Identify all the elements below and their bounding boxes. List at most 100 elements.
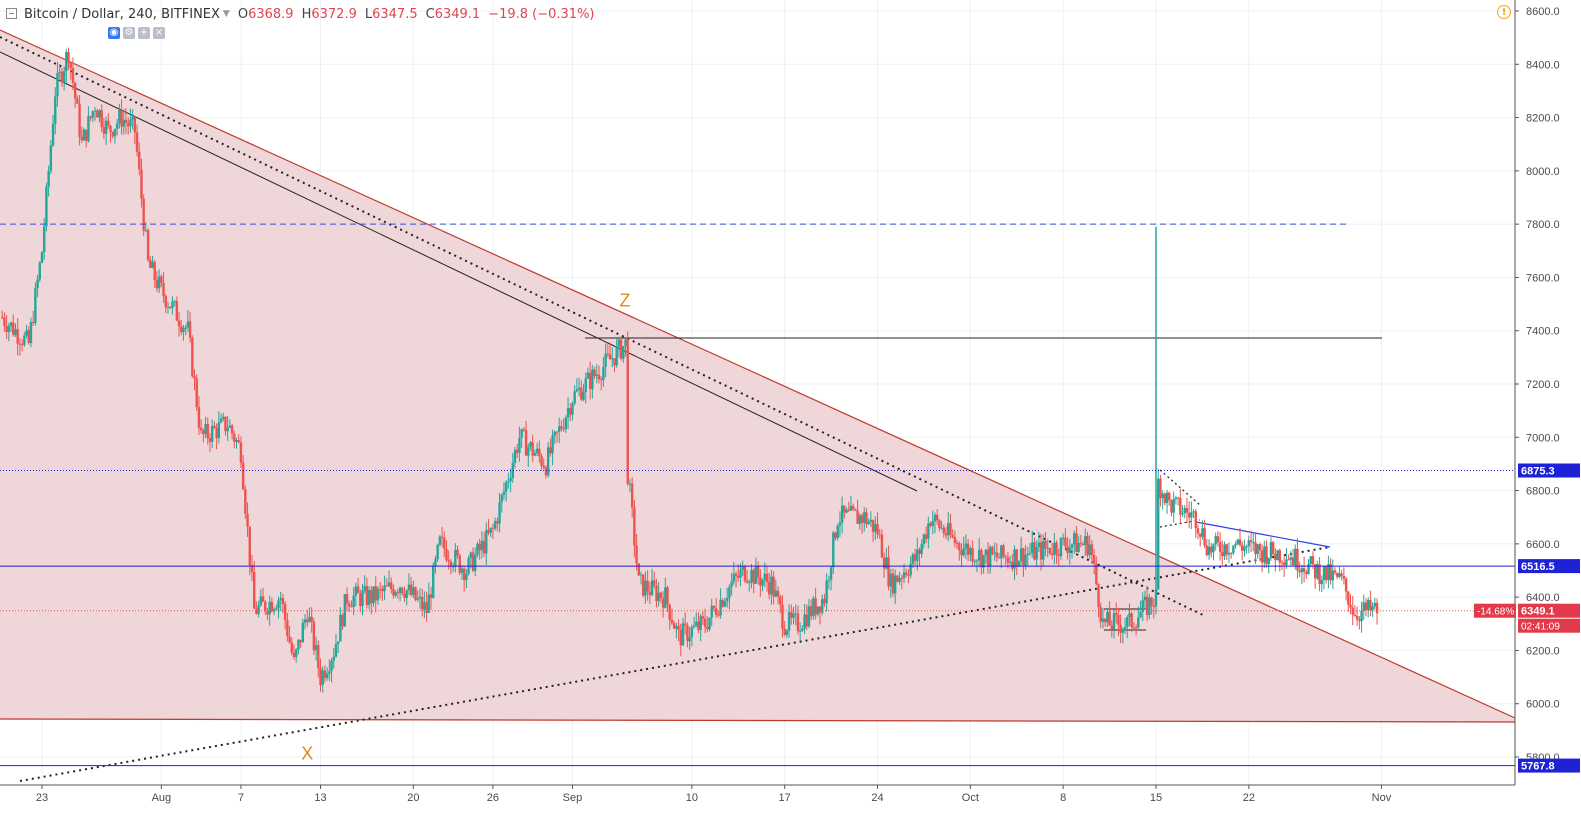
candle-body <box>577 387 581 390</box>
gear-icon[interactable]: ⚙ <box>123 27 135 39</box>
candle-body <box>1115 613 1118 615</box>
candle-body <box>162 282 165 297</box>
candle-body <box>445 548 448 561</box>
candle-body <box>89 116 92 118</box>
candle-body <box>1362 602 1365 611</box>
candle-body <box>1336 572 1339 577</box>
candle-body <box>257 605 260 614</box>
candle-body <box>518 438 521 453</box>
candle-body <box>1289 557 1293 560</box>
candle-body <box>533 453 537 456</box>
candle-body <box>224 416 227 432</box>
candle-body <box>575 389 579 392</box>
candle-body <box>723 601 727 607</box>
candle-body <box>1108 611 1111 626</box>
candle-body <box>657 592 660 602</box>
candle-body <box>986 549 990 567</box>
plus-icon[interactable]: + <box>138 27 150 39</box>
alert-icon[interactable]: ! <box>1497 5 1511 19</box>
candle-body <box>98 110 101 118</box>
candle-body <box>65 51 68 72</box>
candle-body <box>180 326 183 333</box>
candle-body <box>1079 542 1083 544</box>
candle-body <box>160 276 163 283</box>
candle-body <box>323 670 327 678</box>
candle-body <box>876 523 879 534</box>
candle-body <box>580 387 583 400</box>
candle-body <box>1371 606 1374 611</box>
candle-body <box>208 437 212 442</box>
candle-body <box>336 641 340 645</box>
eye-icon[interactable]: ◉ <box>108 27 120 39</box>
candle-body <box>997 557 1001 559</box>
time-tick-label: Oct <box>962 792 979 804</box>
candle-body <box>867 521 870 525</box>
candle-body <box>186 321 190 328</box>
candle-body <box>100 110 103 127</box>
candle-body <box>1218 542 1222 553</box>
trend-line-blue <box>1195 521 1331 548</box>
candle-body <box>233 433 236 442</box>
candle-body <box>805 614 808 627</box>
candle-body <box>155 280 159 289</box>
candle-body <box>58 71 61 74</box>
candle-body <box>175 301 179 321</box>
candle-body <box>546 447 550 476</box>
candle-body <box>451 566 455 568</box>
series-toolbar: ◉ ⚙ + × <box>108 27 165 39</box>
candle-body <box>465 573 468 581</box>
candle-body <box>1192 511 1195 513</box>
candle-body <box>390 582 393 589</box>
candle-body <box>476 543 479 556</box>
close-value: 6349.1 <box>434 6 481 22</box>
chevron-down-icon[interactable]: ▼ <box>222 9 230 19</box>
candle-body <box>1207 546 1211 556</box>
candle-body <box>591 369 594 390</box>
candle-body <box>606 353 610 355</box>
candle-body <box>611 358 614 360</box>
candle-body <box>1296 548 1299 571</box>
candle-body <box>474 555 477 571</box>
candle-body <box>913 554 917 561</box>
candle-body <box>756 565 760 578</box>
candle-body <box>1123 626 1127 629</box>
candle-body <box>489 527 492 533</box>
candle-body <box>18 343 22 345</box>
candle-body <box>1035 547 1038 560</box>
candle-body <box>1258 544 1262 551</box>
candle-body <box>47 170 50 187</box>
candle-body <box>312 621 316 651</box>
price-tick-label: 6600.0 <box>1526 539 1560 551</box>
candle-body <box>964 543 968 549</box>
candle-body <box>653 580 656 586</box>
candle-body <box>507 481 510 483</box>
candle-body <box>1241 545 1244 551</box>
symbol-title[interactable]: Bitcoin / Dollar, 240, BITFINEX <box>24 6 220 22</box>
candle-body <box>381 588 384 592</box>
candle-body <box>438 536 442 545</box>
time-tick-label: 22 <box>1243 792 1255 804</box>
candle-body <box>1212 544 1215 553</box>
candle-body <box>1064 537 1067 547</box>
wedge-lower-line <box>0 718 1516 723</box>
candle-body <box>454 549 457 567</box>
legend-collapse-icon[interactable] <box>6 8 17 19</box>
candle-body <box>403 593 406 598</box>
annotation-label: Z <box>620 291 631 311</box>
candle-body <box>1008 561 1012 563</box>
candle-body <box>392 588 395 596</box>
candle-body <box>604 353 607 367</box>
candle-body <box>54 96 57 124</box>
candle-body <box>343 594 347 627</box>
candle-body <box>277 600 280 609</box>
candle-body <box>374 586 377 601</box>
candle-body <box>1172 499 1175 513</box>
candle-body <box>1373 602 1377 607</box>
price-tick-label: 8400.0 <box>1526 59 1560 71</box>
close-icon[interactable]: × <box>153 27 165 39</box>
candle-body <box>1331 570 1335 581</box>
candle-body <box>878 533 881 535</box>
candle-body <box>310 616 313 622</box>
candle-body <box>836 525 839 539</box>
